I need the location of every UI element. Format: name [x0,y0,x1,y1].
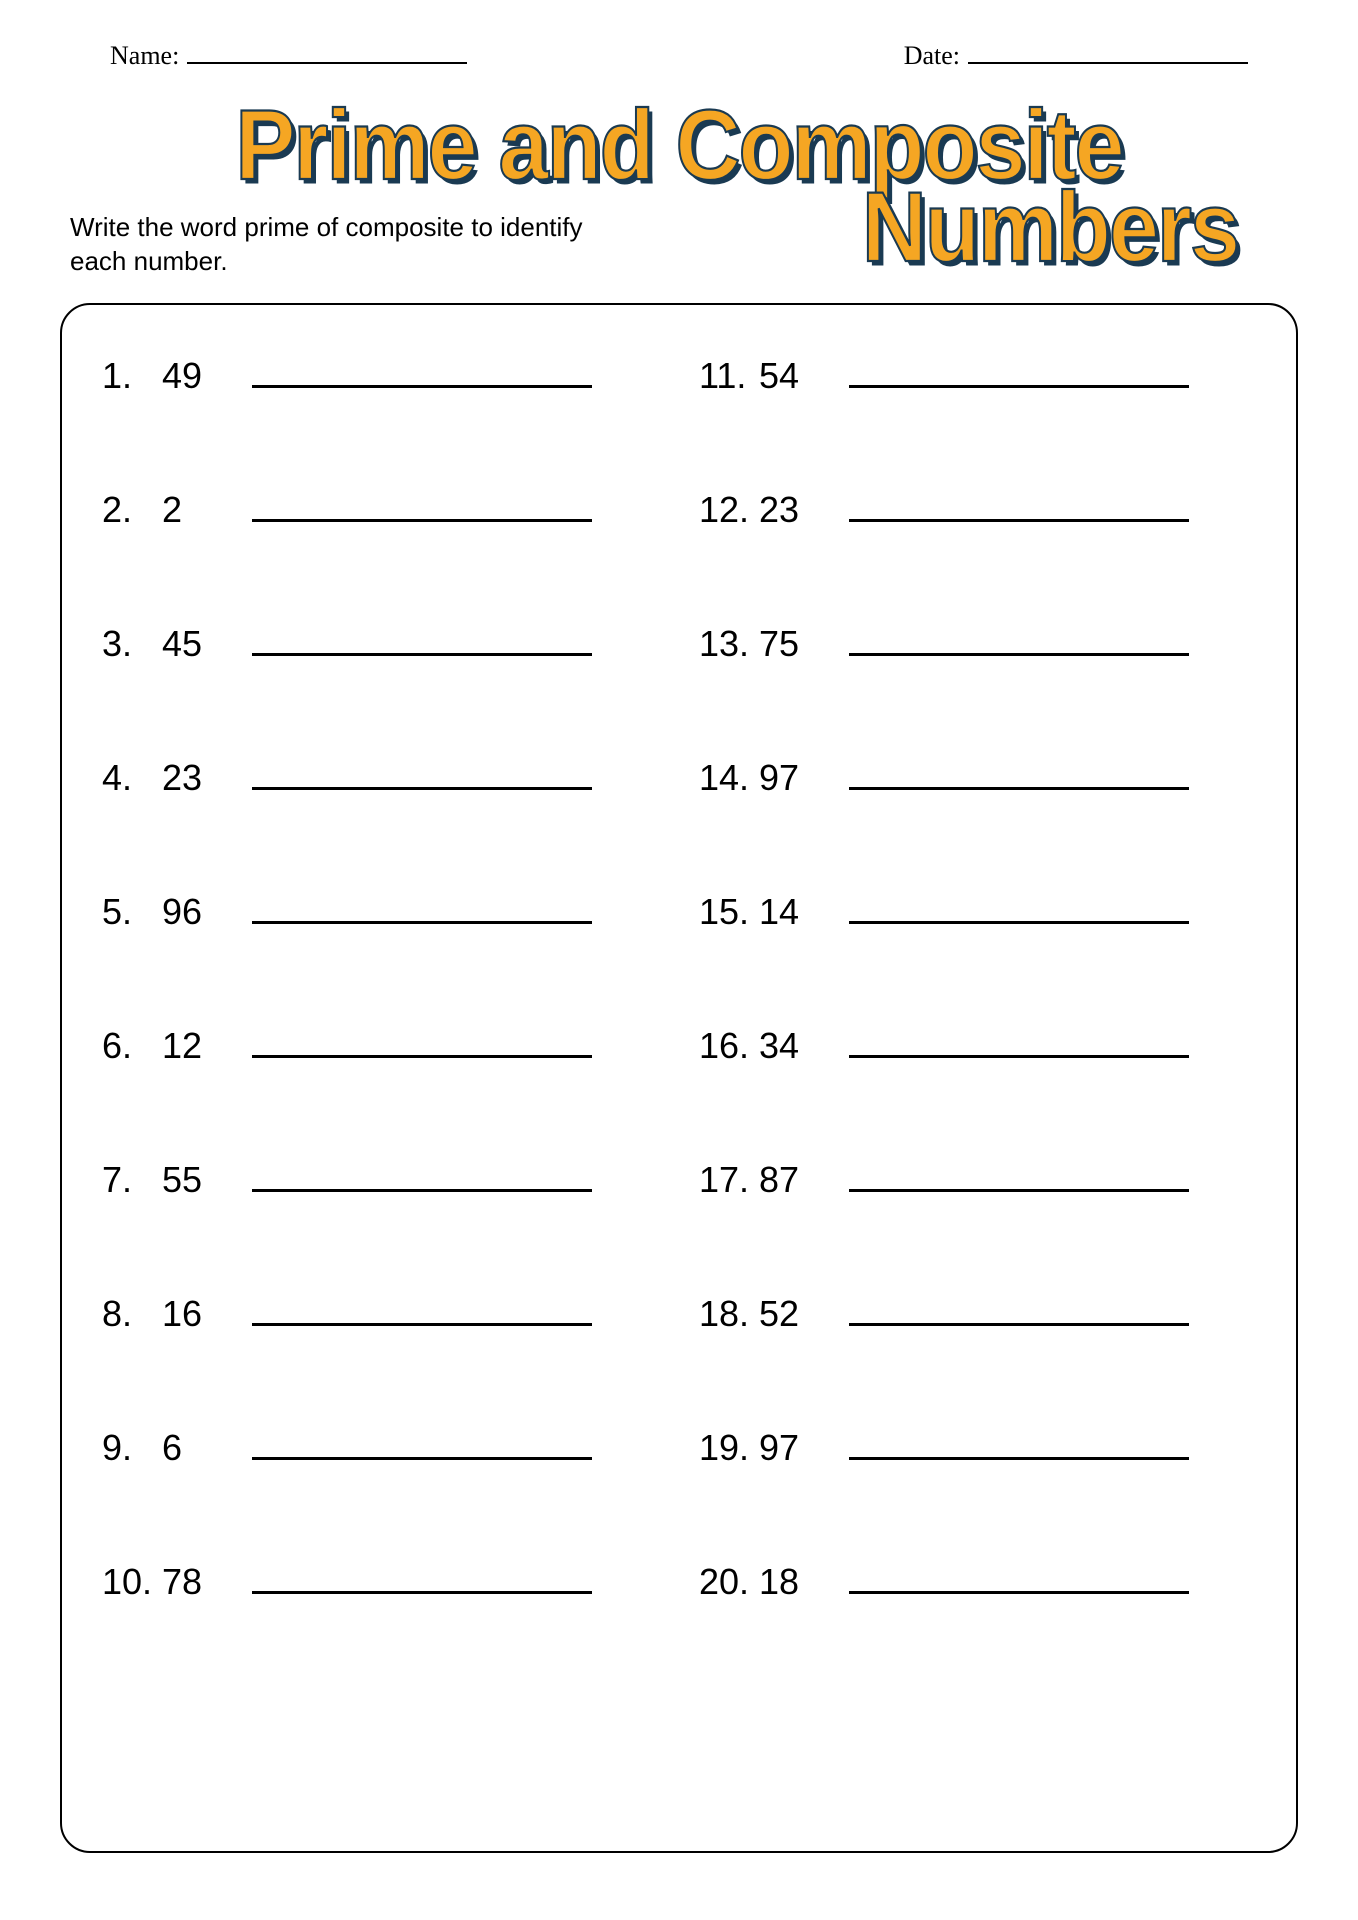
question-number: 12. [699,489,759,531]
question-value: 12 [162,1025,232,1067]
question-item: 4. 23 [102,757,659,799]
question-item: 15. 14 [699,891,1256,933]
question-item: 11. 54 [699,355,1256,397]
question-item: 3. 45 [102,623,659,665]
question-item: 10. 78 [102,1561,659,1603]
question-value: 55 [162,1159,232,1201]
question-number: 10. [102,1561,162,1603]
question-value: 96 [162,891,232,933]
question-item: 19. 97 [699,1427,1256,1469]
question-number: 19. [699,1427,759,1469]
question-number: 20. [699,1561,759,1603]
question-item: 14. 97 [699,757,1256,799]
answer-line[interactable] [252,626,592,656]
answer-line[interactable] [252,1162,592,1192]
date-label: Date: [904,41,960,71]
question-item: 16. 34 [699,1025,1256,1067]
answer-line[interactable] [849,626,1189,656]
question-value: 87 [759,1159,829,1201]
question-number: 11. [699,355,759,397]
question-number: 8. [102,1293,162,1335]
date-field: Date: [904,40,1248,71]
question-value: 16 [162,1293,232,1335]
question-value: 18 [759,1561,829,1603]
answer-line[interactable] [849,894,1189,924]
question-number: 17. [699,1159,759,1201]
name-label: Name: [110,41,179,71]
answer-line[interactable] [849,1028,1189,1058]
question-number: 3. [102,623,162,665]
question-value: 97 [759,1427,829,1469]
answer-line[interactable] [849,1564,1189,1594]
question-value: 45 [162,623,232,665]
question-item: 5. 96 [102,891,659,933]
question-number: 7. [102,1159,162,1201]
questions-container: 1. 49 11. 54 2. 2 12. 23 3. 45 13. 75 [60,303,1298,1853]
name-field: Name: [110,40,467,71]
answer-line[interactable] [252,1430,592,1460]
question-value: 14 [759,891,829,933]
question-item: 17. 87 [699,1159,1256,1201]
date-input-line[interactable] [968,40,1248,64]
question-number: 14. [699,757,759,799]
question-number: 4. [102,757,162,799]
answer-line[interactable] [252,760,592,790]
answer-line[interactable] [252,1296,592,1326]
answer-line[interactable] [252,894,592,924]
question-value: 78 [162,1561,232,1603]
question-item: 12. 23 [699,489,1256,531]
title-section: Prime and Composite Write the word prime… [60,101,1298,273]
questions-grid: 1. 49 11. 54 2. 2 12. 23 3. 45 13. 75 [102,355,1256,1603]
answer-line[interactable] [849,1162,1189,1192]
question-value: 75 [759,623,829,665]
answer-line[interactable] [252,492,592,522]
question-number: 1. [102,355,162,397]
question-item: 7. 55 [102,1159,659,1201]
question-item: 18. 52 [699,1293,1256,1335]
question-item: 6. 12 [102,1025,659,1067]
answer-line[interactable] [849,1296,1189,1326]
question-number: 2. [102,489,162,531]
question-number: 15. [699,891,759,933]
header-fields: Name: Date: [60,40,1298,71]
question-item: 13. 75 [699,623,1256,665]
question-number: 18. [699,1293,759,1335]
question-number: 16. [699,1025,759,1067]
question-item: 20. 18 [699,1561,1256,1603]
question-value: 52 [759,1293,829,1335]
answer-line[interactable] [252,1564,592,1594]
question-value: 2 [162,489,232,531]
answer-line[interactable] [849,1430,1189,1460]
title-line-2: Numbers [60,179,1298,278]
question-value: 97 [759,757,829,799]
question-item: 1. 49 [102,355,659,397]
question-value: 54 [759,355,829,397]
answer-line[interactable] [849,492,1189,522]
question-number: 9. [102,1427,162,1469]
question-number: 6. [102,1025,162,1067]
question-value: 23 [759,489,829,531]
answer-line[interactable] [849,358,1189,388]
question-item: 2. 2 [102,489,659,531]
question-number: 13. [699,623,759,665]
answer-line[interactable] [252,358,592,388]
question-value: 34 [759,1025,829,1067]
question-value: 49 [162,355,232,397]
question-item: 8. 16 [102,1293,659,1335]
answer-line[interactable] [849,760,1189,790]
question-number: 5. [102,891,162,933]
question-value: 6 [162,1427,232,1469]
answer-line[interactable] [252,1028,592,1058]
question-item: 9. 6 [102,1427,659,1469]
name-input-line[interactable] [187,40,467,64]
question-value: 23 [162,757,232,799]
